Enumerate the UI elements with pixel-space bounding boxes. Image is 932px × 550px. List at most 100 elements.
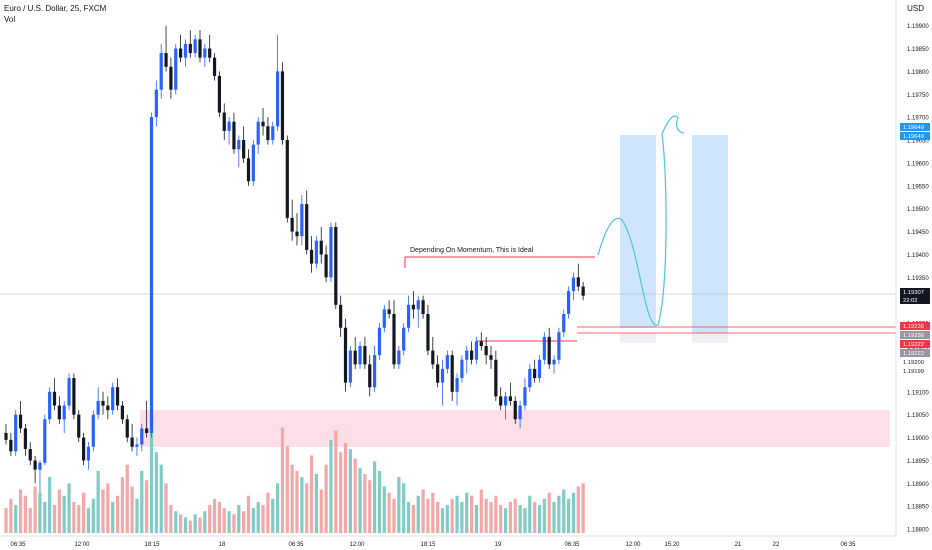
candle-body[interactable] [373, 355, 376, 387]
candle-body[interactable] [383, 309, 386, 327]
price-label[interactable]: 22:02 [903, 298, 918, 304]
candle-body[interactable] [349, 351, 352, 383]
candle-body[interactable] [19, 415, 22, 429]
candle-body[interactable] [242, 140, 245, 158]
candle-body[interactable] [189, 44, 192, 53]
candle-body[interactable] [329, 227, 332, 277]
candle-body[interactable] [67, 378, 70, 405]
candle-body[interactable] [29, 449, 32, 460]
candle-body[interactable] [417, 300, 420, 309]
candle-body[interactable] [538, 360, 541, 378]
candle-body[interactable] [407, 305, 410, 328]
currency-label[interactable]: USD [907, 4, 924, 13]
candle-body[interactable] [363, 346, 366, 364]
price-label[interactable]: 1.19649 [903, 125, 924, 131]
candle-body[interactable] [228, 122, 231, 131]
candle-body[interactable] [72, 378, 75, 415]
candle-body[interactable] [145, 428, 148, 433]
candle-body[interactable] [519, 406, 522, 420]
candle-body[interactable] [436, 364, 439, 382]
candle-body[interactable] [485, 346, 488, 355]
target-zone-right[interactable] [692, 135, 728, 333]
candle-body[interactable] [320, 241, 323, 255]
candle-body[interactable] [266, 126, 269, 140]
candle-body[interactable] [344, 328, 347, 383]
candle-body[interactable] [87, 447, 90, 461]
candle-body[interactable] [48, 392, 51, 419]
candle-body[interactable] [174, 48, 177, 89]
candle-body[interactable] [111, 387, 114, 410]
price-label[interactable]: 1.19199 [903, 369, 924, 375]
candle-body[interactable] [150, 117, 153, 433]
candle-body[interactable] [164, 53, 167, 67]
candle-body[interactable] [552, 360, 555, 365]
candle-body[interactable] [213, 58, 216, 76]
candle-body[interactable] [533, 369, 536, 378]
candle-body[interactable] [470, 351, 473, 360]
candle-body[interactable] [305, 204, 308, 250]
candle-body[interactable] [237, 140, 240, 149]
candle-body[interactable] [480, 341, 483, 346]
candle-body[interactable] [509, 396, 512, 401]
candle-body[interactable] [494, 360, 497, 397]
candle-body[interactable] [577, 277, 580, 286]
candle-body[interactable] [63, 406, 66, 420]
candle-body[interactable] [169, 67, 172, 90]
candle-body[interactable] [460, 360, 463, 378]
candle-body[interactable] [247, 158, 250, 181]
candle-body[interactable] [179, 48, 182, 57]
candle-body[interactable] [97, 401, 100, 415]
candle-body[interactable] [116, 387, 119, 405]
price-label[interactable]: 1.19222 [903, 351, 924, 357]
candle-body[interactable] [276, 71, 279, 126]
candle-body[interactable] [572, 277, 575, 291]
candle-body[interactable] [252, 145, 255, 182]
candle-body[interactable] [198, 39, 201, 57]
candle-body[interactable] [203, 48, 206, 57]
candle-body[interactable] [334, 227, 337, 305]
candle-body[interactable] [441, 369, 444, 383]
price-label[interactable]: 1.19200 [903, 360, 924, 366]
candle-body[interactable] [446, 355, 449, 369]
candle-body[interactable] [397, 351, 400, 365]
candle-body[interactable] [523, 387, 526, 405]
candle-body[interactable] [14, 415, 17, 452]
candle-body[interactable] [194, 39, 197, 53]
candle-body[interactable] [489, 355, 492, 360]
candle-body[interactable] [53, 392, 56, 406]
candle-body[interactable] [548, 337, 551, 364]
candle-body[interactable] [101, 401, 104, 406]
candle-body[interactable] [38, 463, 41, 470]
candle-body[interactable] [368, 364, 371, 387]
candle-body[interactable] [291, 218, 294, 232]
candle-body[interactable] [426, 314, 429, 351]
candle-body[interactable] [58, 406, 61, 420]
candle-body[interactable] [271, 126, 274, 140]
candle-body[interactable] [562, 314, 565, 332]
candle-body[interactable] [218, 76, 221, 113]
price-label[interactable]: 1.19649 [903, 134, 924, 140]
candle-body[interactable] [325, 254, 328, 277]
candle-body[interactable] [126, 419, 129, 437]
candle-body[interactable] [286, 140, 289, 218]
candle-body[interactable] [135, 444, 138, 446]
candle-body[interactable] [543, 337, 546, 360]
price-label[interactable]: 1.19307 [903, 290, 924, 296]
candle-body[interactable] [354, 351, 357, 365]
candle-body[interactable] [140, 428, 143, 444]
candle-body[interactable] [431, 351, 434, 365]
candle-body[interactable] [4, 433, 7, 440]
price-label[interactable]: 1.19236 [903, 324, 924, 330]
candle-body[interactable] [43, 419, 46, 462]
candle-body[interactable] [392, 314, 395, 364]
candle-body[interactable] [106, 406, 109, 411]
candle-body[interactable] [184, 44, 187, 58]
candle-body[interactable] [121, 406, 124, 420]
candle-body[interactable] [582, 287, 585, 296]
candle-body[interactable] [315, 241, 318, 264]
candle-body[interactable] [528, 369, 531, 387]
candle-body[interactable] [208, 48, 211, 57]
price-label[interactable]: 1.19222 [903, 342, 924, 348]
volume-indicator-label[interactable]: Vol [4, 15, 15, 24]
